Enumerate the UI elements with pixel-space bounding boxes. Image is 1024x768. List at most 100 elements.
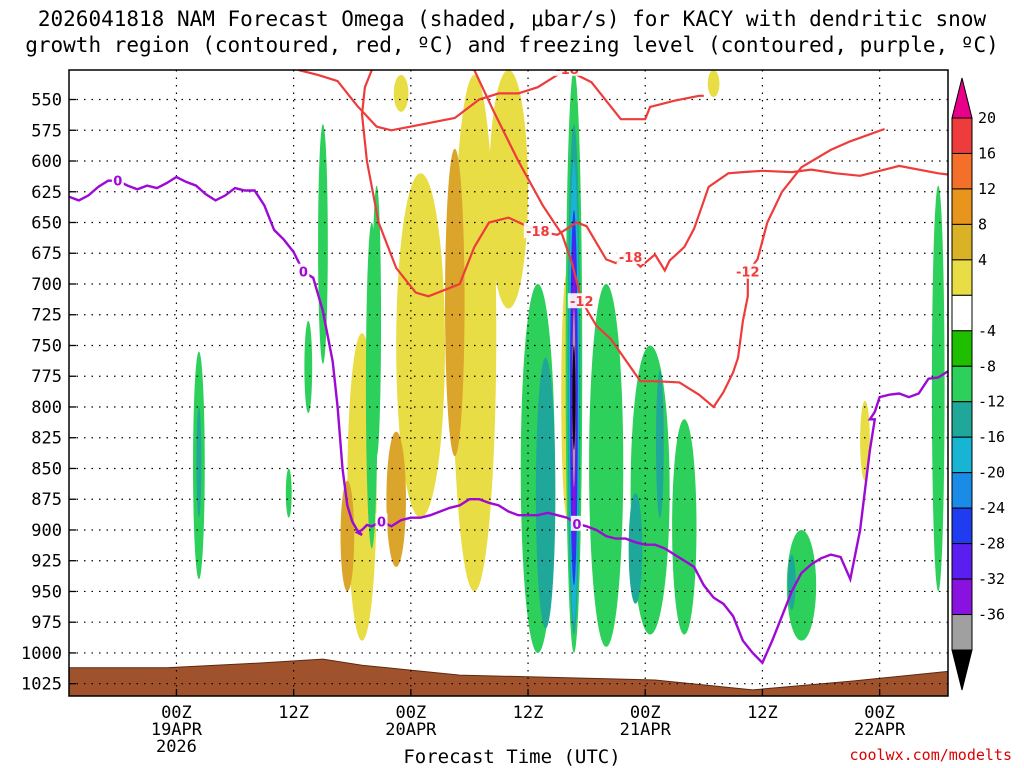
contour-label-zero-c-bg [375,513,388,529]
y-tick-label-850: 850 [31,459,62,479]
y-tick-label-725: 725 [31,306,62,326]
contour-label-zero-b: 0 [299,266,308,281]
x-tick-label-78-0: 00Z [864,703,895,723]
contour-label-minus18-a: -18 [526,225,550,240]
omega-region-12 [372,185,382,457]
colorbar-swatch-8 [951,401,973,438]
y-tick-label-925: 925 [31,552,62,572]
omega-region-4 [488,70,529,309]
colorbar-swatch-5 [951,294,973,332]
dendritic-contour-2 [473,70,885,409]
colorbar-label-12: -32 [978,570,1005,588]
y-tick-label-550: 550 [31,91,62,111]
colorbar-label-9: -20 [978,464,1005,482]
omega-region-13 [285,468,292,518]
omega-region-3 [452,74,497,592]
y-tick-label-775: 775 [31,367,62,387]
contour-label-minus18-b: -18 [619,251,643,266]
x-tick-label-66-0: 12Z [747,703,778,723]
y-tick-label-650: 650 [31,214,62,234]
x-tick-label-18-0: 12Z [278,703,309,723]
colorbar-legend: 20 16 12 8 4 -4 -8 -12 -16 -20 -24 -28 -32 -36 [951,77,1005,691]
colorbar-label-0: 20 [978,109,996,127]
y-tick-label-625: 625 [31,183,62,203]
plot-frame [68,69,949,697]
colorbar-swatch-4 [951,259,973,296]
contour-label-minus18-top-bg [553,70,582,76]
contour-label-zero-a: 0 [113,175,122,190]
chart-title-line-1: 2026041818 NAM Forecast Omega (shaded, μ… [37,7,987,31]
contour-label-minus18-a-bg [523,223,552,239]
contour-label-minus18-b-bg [616,248,645,264]
contour-label-zero-c: 0 [377,515,386,530]
x-tick-label-78-1: 22APR [854,720,906,740]
y-tick-label-975: 975 [31,613,62,633]
y-tick-label-700: 700 [31,275,62,295]
colorbar-swatch-1 [951,152,973,190]
colorbar-label-2: 12 [978,180,996,198]
y-tick-label-750: 750 [31,336,62,356]
y-tick-label-675: 675 [31,244,62,264]
omega-region-1 [393,74,409,112]
y-tick-label-600: 600 [31,152,62,172]
colorbar-swatch-0 [951,117,973,154]
omega-region-2 [396,173,446,518]
omega-region-21 [445,148,465,457]
colorbar-swatch-11 [951,507,973,545]
ground-surface [69,658,948,696]
colorbar-swatch-6 [951,330,973,367]
y-tick-label-900: 900 [31,521,62,541]
colorbar-swatch-3 [951,223,973,261]
omega-region-6 [707,70,720,98]
y-tick-label-1000: 1000 [21,644,62,664]
colorbar-label-8: -16 [978,428,1005,446]
x-tick-label-42-0: 12Z [513,703,544,723]
contour-label-minus12-a-bg [567,293,596,309]
colorbar-label-7: -12 [978,393,1005,411]
colorbar-label-10: -24 [978,499,1005,517]
colorbar-swatch-13 [951,578,973,616]
omega-region-18 [672,419,697,635]
omega-region-19 [786,529,817,641]
contour-label-minus18-top: -18 [555,63,579,78]
omega-region-23 [340,480,355,592]
omega-region-24 [196,406,202,518]
x-tick-label-30-0: 00Z [395,703,426,723]
omega-region-27 [628,493,643,604]
x-tick-label-54-0: 00Z [630,703,661,723]
omega-region-35 [572,345,576,451]
contour-label-zero-a-bg [111,172,124,188]
colorbar-label-6: -8 [978,357,996,375]
colorbar-swatch-2 [951,188,973,225]
omega-region-20 [931,185,945,592]
colorbar-swatch-14 [951,614,973,651]
contour-label-zero-b-bg [297,263,310,279]
colorbar-top-arrow [951,77,973,119]
omega-region-22 [386,431,406,567]
y-tick-label-575: 575 [31,121,62,141]
contour-label-minus12-a: -12 [570,295,594,310]
contour-lines: -18 -18 -18 -12 -12 0 0 0 0 [69,63,948,665]
colorbar-label-5: -4 [978,322,996,340]
contour-label-zero-d: 0 [572,518,581,533]
ground-layer [69,658,948,696]
y-tick-label-825: 825 [31,429,62,449]
x-tick-label-6-0: 00Z [161,703,192,723]
contour-label-minus12-b-bg [733,263,762,279]
omega-shading [193,70,945,653]
omega-region-28 [655,370,664,518]
colorbar-label-11: -28 [978,535,1005,553]
chart-title-line-2: growth region (contoured, red, ºC) and f… [25,33,999,57]
omega-region-16 [589,283,624,647]
dendritic-contour-0 [298,70,704,132]
contour-label-zero-d-bg [570,515,583,531]
omega-region-25 [535,357,556,629]
x-tick-label-54-1: 21APR [620,720,672,740]
omega-region-10 [304,320,313,414]
credit-text[interactable]: coolwx.com/modelts [849,746,1012,764]
colorbar-label-4: 4 [978,251,987,269]
colorbar-swatch-10 [951,472,973,509]
x-tick-label-6-1: 19APR [151,720,203,740]
y-tick-label-800: 800 [31,398,62,418]
colorbar-label-13: -36 [978,606,1005,624]
